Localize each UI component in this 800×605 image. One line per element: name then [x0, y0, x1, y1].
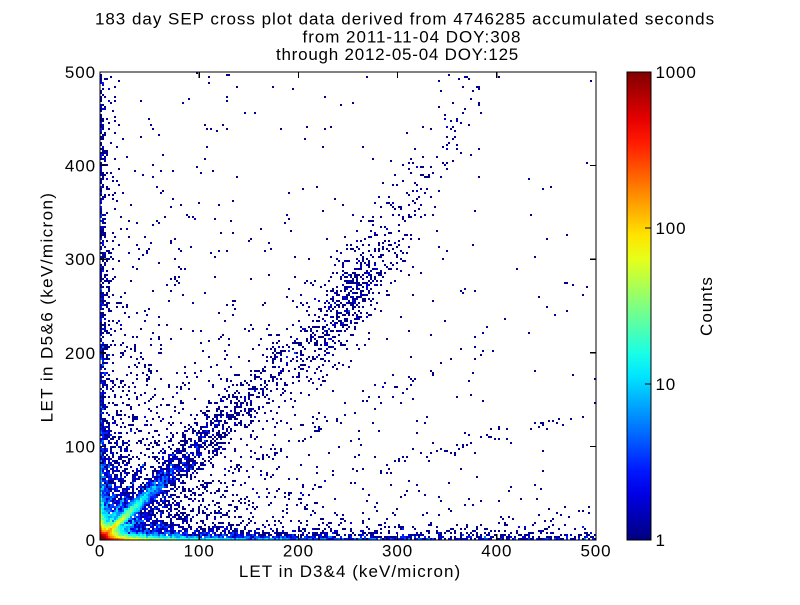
svg-text:200: 200: [283, 542, 314, 561]
svg-text:Counts: Counts: [697, 276, 716, 336]
svg-text:10: 10: [656, 375, 677, 394]
svg-text:LET in D3&4 (keV/micron): LET in D3&4 (keV/micron): [239, 562, 461, 581]
svg-text:400: 400: [481, 542, 512, 561]
svg-text:300: 300: [65, 250, 96, 269]
svg-text:1000: 1000: [656, 63, 697, 82]
svg-text:100: 100: [656, 219, 687, 238]
svg-text:200: 200: [65, 344, 96, 363]
svg-text:LET in D5&6 (keV/micron): LET in D5&6 (keV/micron): [38, 192, 57, 423]
svg-text:0: 0: [86, 531, 96, 550]
svg-text:0: 0: [95, 542, 105, 561]
svg-text:183 day SEP cross plot data de: 183 day SEP cross plot data derived from…: [95, 10, 715, 29]
svg-text:through 2012-05-04 DOY:125: through 2012-05-04 DOY:125: [276, 45, 519, 64]
svg-text:from 2011-11-04 DOY:308: from 2011-11-04 DOY:308: [303, 28, 522, 47]
svg-text:300: 300: [382, 542, 413, 561]
svg-text:400: 400: [65, 157, 96, 176]
svg-text:500: 500: [580, 542, 611, 561]
svg-text:100: 100: [65, 437, 96, 456]
svg-text:500: 500: [65, 63, 96, 82]
svg-text:100: 100: [184, 542, 215, 561]
svg-text:1: 1: [656, 531, 666, 550]
